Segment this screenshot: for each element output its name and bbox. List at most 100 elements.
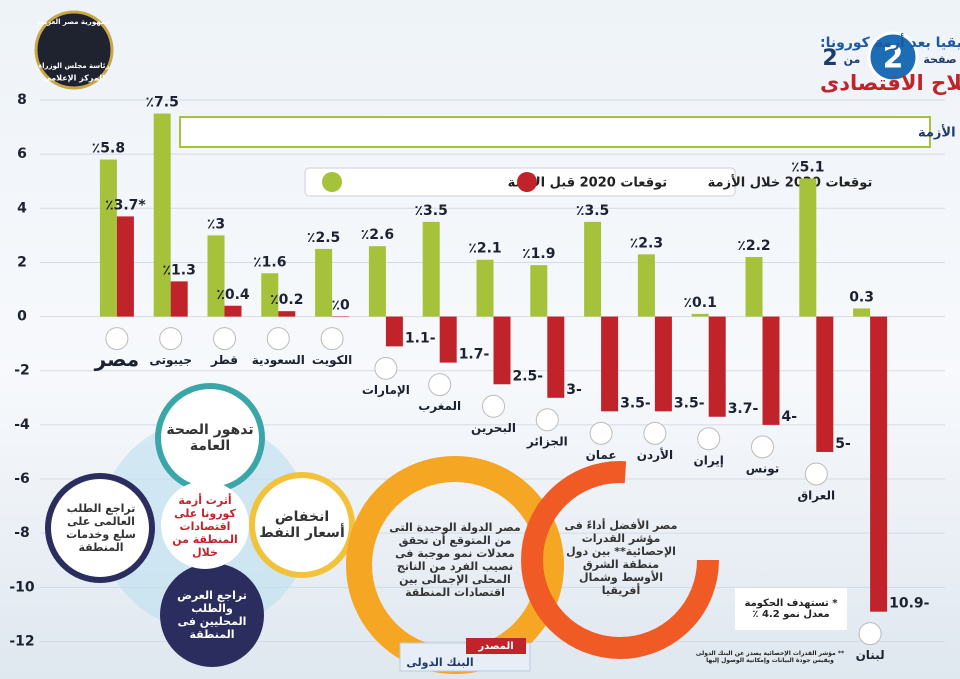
- page-label: صفحة: [923, 53, 956, 66]
- value-label: 3.5-: [620, 395, 651, 411]
- bar: [816, 316, 834, 452]
- impact-center: أثرت أزمة كورونا على اقتصادات المنطقة من…: [172, 493, 238, 559]
- value-label: ٪2.6: [361, 227, 394, 243]
- y-tick-label: 6: [17, 146, 27, 162]
- flag: [159, 327, 183, 351]
- source-label: المصدر: [478, 640, 514, 652]
- legend-label: توقعات 2020 خلال الأزمة: [708, 174, 873, 191]
- value-label: ٪1.6: [253, 254, 286, 270]
- page-badge: [867, 31, 919, 83]
- value-label: 0.3: [849, 289, 874, 305]
- bar: [315, 248, 333, 317]
- bar: [547, 316, 565, 398]
- value-label: ٪3: [207, 216, 225, 232]
- value-label: 4-: [782, 409, 798, 425]
- of-label: من: [844, 53, 861, 66]
- x-tick-label: الأردن: [637, 447, 673, 462]
- bar: [745, 257, 763, 317]
- bar: [476, 259, 494, 317]
- bar: [224, 305, 242, 317]
- y-tick-label: -12: [9, 633, 34, 649]
- value-label: 1.1-: [405, 330, 436, 346]
- value-label: ٪2.1: [468, 241, 501, 257]
- y-tick-label: -10: [9, 579, 35, 595]
- flag: [374, 356, 398, 380]
- legend-swatch: [322, 172, 342, 192]
- x-tick-label: جيبوتى: [149, 353, 192, 368]
- impact-circle: [249, 472, 355, 578]
- x-tick-label: إيران: [693, 453, 723, 467]
- x-tick-label: الجزائر: [526, 434, 568, 448]
- y-tick-label: 4: [17, 200, 27, 216]
- value-label: ٪5.8: [92, 141, 125, 157]
- bar: [601, 316, 619, 412]
- impact-circle: [160, 563, 264, 667]
- flag: [643, 421, 667, 445]
- bar: [691, 313, 709, 317]
- flag: [482, 394, 505, 418]
- flag: [428, 373, 452, 397]
- bar: [530, 265, 548, 317]
- x-tick-label: قطر: [210, 353, 238, 367]
- value-label: ٪2.3: [630, 235, 663, 251]
- bar: [116, 216, 134, 317]
- note: ** مؤشر القدرات الإحصائية يصدر عن البنك …: [695, 650, 845, 664]
- impact-circle: [45, 473, 155, 583]
- impact-item: تراجع العرض والطلب المحليين فى المنطقة: [177, 589, 247, 641]
- y-tick-label: 0: [17, 309, 27, 325]
- value-label: ٪0.4: [216, 287, 250, 303]
- bar: [99, 159, 117, 317]
- logo-text: جمهورية مصر العربية: [37, 18, 110, 26]
- x-tick-label: تونس: [746, 461, 780, 476]
- x-tick-label: السعودية: [252, 353, 305, 368]
- bar: [207, 235, 225, 317]
- bar: [654, 316, 672, 412]
- bar: [368, 246, 386, 317]
- value-label: ٪1.3: [163, 262, 196, 278]
- bar: [439, 316, 457, 363]
- value-label: ٪3.5: [415, 203, 448, 219]
- y-tick-label: 2: [17, 254, 27, 270]
- bar: [762, 316, 780, 425]
- impact-item: تراجع الطلب العالمى على سلع وخدمات المنط…: [66, 502, 136, 554]
- flag: [858, 622, 882, 646]
- flag: [751, 435, 774, 459]
- bar: [385, 316, 403, 347]
- x-tick-label: المغرب: [418, 399, 461, 413]
- x-tick-label: مصر: [94, 347, 140, 371]
- flag: [266, 327, 290, 351]
- x-tick-label: العراق: [797, 488, 835, 502]
- logo-text: رئاسة مجلس الوزراء: [39, 62, 110, 70]
- flag: [589, 421, 613, 445]
- value-label: ٪0: [331, 298, 350, 314]
- bar: [870, 316, 888, 612]
- value-label: ٪2.5: [307, 230, 340, 246]
- bar: [278, 311, 296, 317]
- x-tick-label: الكويت: [312, 353, 352, 368]
- subtitle-box: [179, 116, 931, 148]
- impact-item: تدهور الصحة العامة: [166, 422, 254, 454]
- value-label: ٪3.5: [576, 203, 609, 219]
- y-tick-label: -6: [14, 471, 30, 487]
- donut: [521, 461, 719, 659]
- value-label: ٪0.1: [684, 295, 717, 311]
- flag: [535, 408, 559, 432]
- highlight: مصر الدولة الوحيدة التى من المتوقع أن تح…: [389, 521, 521, 599]
- value-label: ٪3.7*: [105, 197, 146, 213]
- bar: [853, 308, 871, 317]
- page-total: 2: [822, 46, 837, 71]
- main-title: الاقتصاد المصرى سيواصل تفوقه بفضل نجاح ب…: [820, 71, 960, 95]
- bar: [170, 281, 188, 317]
- bar: [799, 178, 817, 317]
- flag: [105, 327, 129, 351]
- bar: [637, 254, 655, 317]
- source-tag: [466, 638, 526, 654]
- flag: [320, 327, 344, 351]
- page-number: 2: [883, 41, 904, 76]
- impact-item: انخفاض أسعار النفط: [259, 509, 345, 541]
- value-label: 1.7-: [459, 347, 490, 363]
- x-tick-label: البحرين: [471, 421, 516, 435]
- bar: [153, 113, 171, 317]
